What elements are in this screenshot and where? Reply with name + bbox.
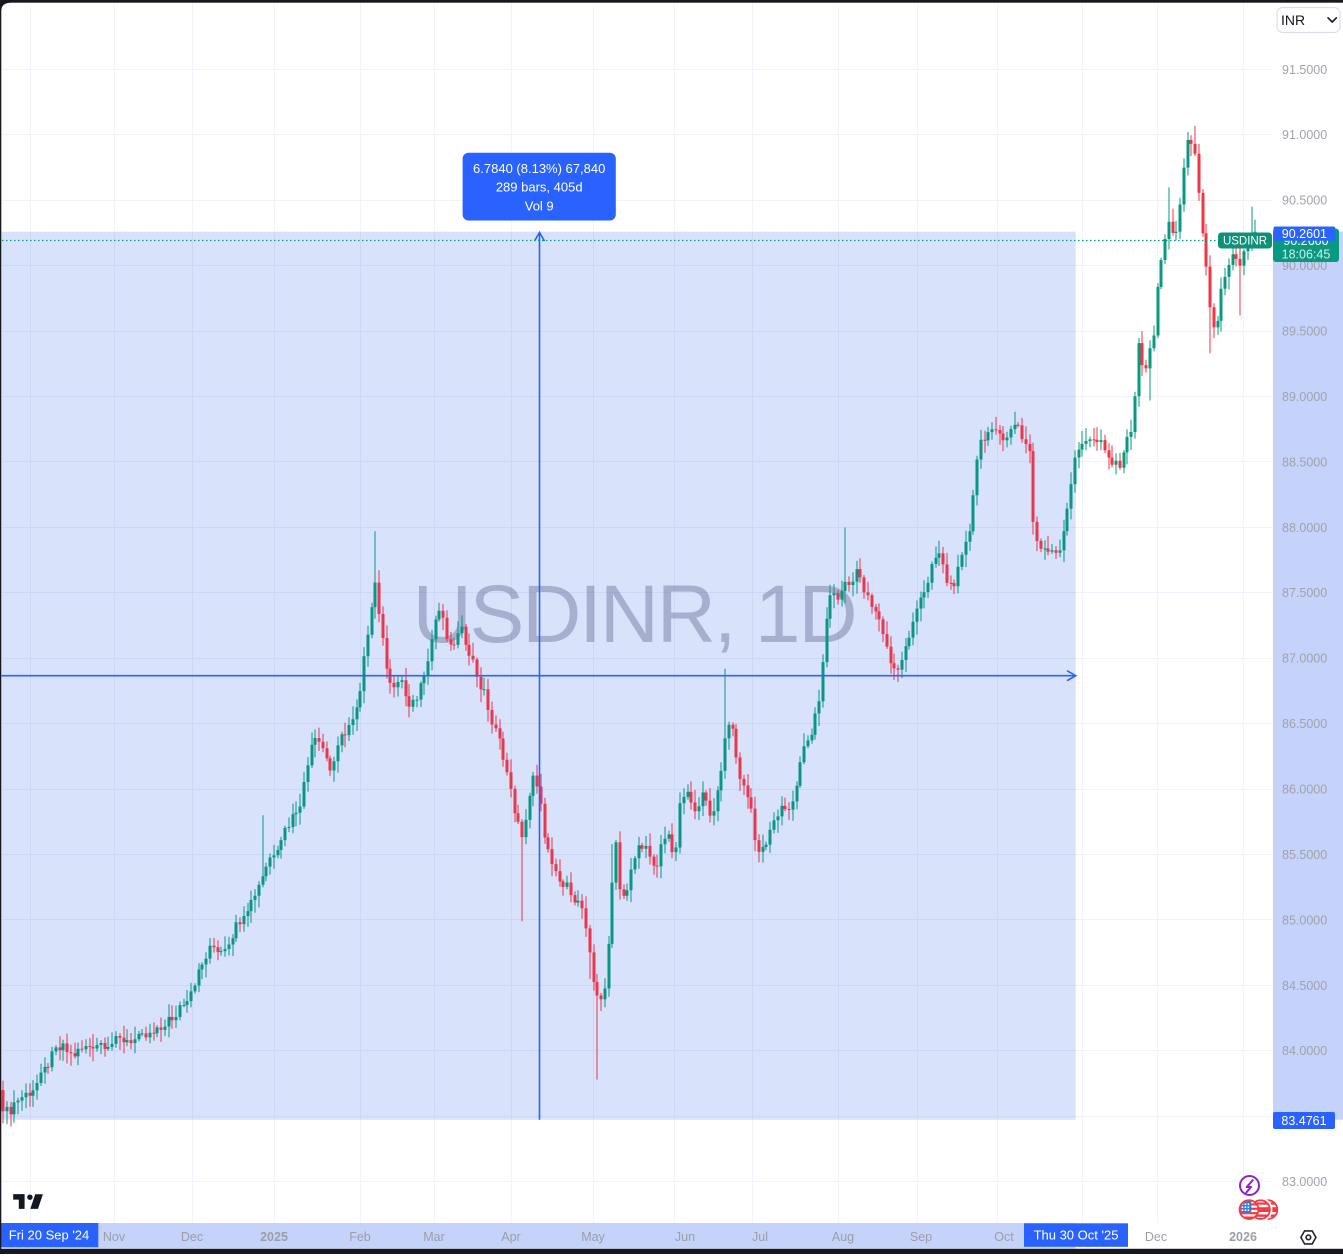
svg-text:Dec: Dec [1145,1230,1167,1244]
svg-text:2026: 2026 [1229,1230,1257,1244]
svg-text:85.0000: 85.0000 [1282,913,1327,927]
svg-text:91.0000: 91.0000 [1282,128,1327,142]
svg-text:289 bars, 405d: 289 bars, 405d [496,180,583,195]
svg-text:INR: INR [1281,12,1305,28]
svg-text:90.2601: 90.2601 [1282,227,1327,241]
svg-text:Aug: Aug [832,1230,854,1244]
svg-text:84.0000: 84.0000 [1282,1044,1327,1058]
svg-text:18:06:45: 18:06:45 [1282,248,1331,262]
svg-text:Jul: Jul [752,1230,768,1244]
svg-text:USDINR, 1D: USDINR, 1D [413,569,856,660]
svg-text:90.0000: 90.0000 [1282,259,1327,273]
svg-text:87.5000: 87.5000 [1282,586,1327,600]
svg-text:84.5000: 84.5000 [1282,979,1327,993]
svg-text:83.0000: 83.0000 [1282,1175,1327,1189]
svg-text:Sep: Sep [910,1230,932,1244]
svg-text:Vol 9: Vol 9 [525,199,554,214]
svg-text:91.5000: 91.5000 [1282,63,1327,77]
svg-text:88.5000: 88.5000 [1282,455,1327,469]
svg-text:85.5000: 85.5000 [1282,848,1327,862]
svg-text:Apr: Apr [501,1230,520,1244]
svg-text:83.4761: 83.4761 [1281,1114,1326,1128]
svg-text:Nov: Nov [103,1230,126,1244]
svg-text:Jun: Jun [675,1230,695,1244]
svg-text:88.0000: 88.0000 [1282,521,1327,535]
svg-text:2025: 2025 [260,1230,288,1244]
svg-text:Mar: Mar [423,1230,445,1244]
svg-text:86.5000: 86.5000 [1282,717,1327,731]
svg-text:6.7840 (8.13%) 67,840: 6.7840 (8.13%) 67,840 [473,161,605,176]
svg-text:Fri 20 Sep '24: Fri 20 Sep '24 [9,1228,90,1243]
svg-text:Thu 30 Oct '25: Thu 30 Oct '25 [1034,1228,1119,1243]
svg-text:Feb: Feb [349,1230,371,1244]
svg-text:90.5000: 90.5000 [1282,194,1327,208]
svg-text:87.0000: 87.0000 [1282,652,1327,666]
svg-text:89.5000: 89.5000 [1282,325,1327,339]
svg-text:USDINR: USDINR [1223,235,1267,247]
svg-text:86.0000: 86.0000 [1282,783,1327,797]
svg-text:Dec: Dec [181,1230,203,1244]
svg-text:Oct: Oct [994,1230,1014,1244]
svg-text:89.0000: 89.0000 [1282,390,1327,404]
svg-text:May: May [581,1230,605,1244]
